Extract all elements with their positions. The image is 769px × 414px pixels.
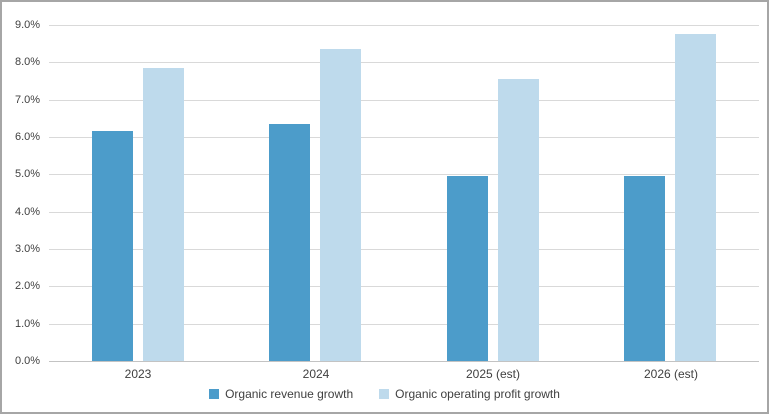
- x-axis-category-label: 2026 (est): [643, 367, 699, 381]
- legend-label: Organic revenue growth: [225, 387, 354, 401]
- bar-2026-est--series-2: [675, 34, 716, 361]
- gridline: [49, 324, 759, 325]
- y-axis-tick-label: 5.0%: [15, 168, 41, 180]
- x-axis-category-label: 2025 (est): [465, 367, 521, 381]
- x-axis-category-label: 2024: [302, 367, 330, 381]
- y-axis-tick-label: 3.0%: [15, 243, 41, 255]
- legend-item: Organic operating profit growth: [379, 387, 560, 401]
- y-axis-tick-label: 1.0%: [15, 318, 41, 330]
- bar-2025-est--series-1: [447, 176, 488, 361]
- legend: Organic revenue growth Organic operating …: [2, 387, 767, 401]
- y-axis-tick-label: 4.0%: [15, 206, 41, 218]
- gridline: [49, 249, 759, 250]
- y-axis-tick-label: 7.0%: [15, 94, 41, 106]
- y-axis-tick-label: 2.0%: [15, 280, 41, 292]
- legend-swatch-icon: [379, 389, 390, 399]
- bar-2025-est--series-2: [498, 79, 539, 361]
- legend-label: Organic operating profit growth: [395, 387, 560, 401]
- x-axis-line: [49, 361, 759, 362]
- gridline: [49, 62, 759, 63]
- y-axis-tick-label: 8.0%: [15, 56, 41, 68]
- bar-2024-series-2: [320, 49, 361, 361]
- bar-2023-series-1: [92, 131, 133, 361]
- bar-2026-est--series-1: [624, 176, 665, 361]
- x-axis-category-label: 2023: [124, 367, 152, 381]
- gridline: [49, 25, 759, 26]
- bar-2024-series-1: [269, 124, 310, 361]
- legend-item: Organic revenue growth: [209, 387, 353, 401]
- gridline: [49, 100, 759, 101]
- gridline: [49, 174, 759, 175]
- legend-swatch-icon: [209, 389, 220, 399]
- bar-2023-series-2: [143, 68, 184, 361]
- y-axis-tick-label: 9.0%: [15, 19, 41, 31]
- gridline: [49, 212, 759, 213]
- y-axis-tick-label: 0.0%: [15, 355, 41, 367]
- gridline: [49, 286, 759, 287]
- gridline: [49, 137, 759, 138]
- y-axis-tick-label: 6.0%: [15, 131, 41, 143]
